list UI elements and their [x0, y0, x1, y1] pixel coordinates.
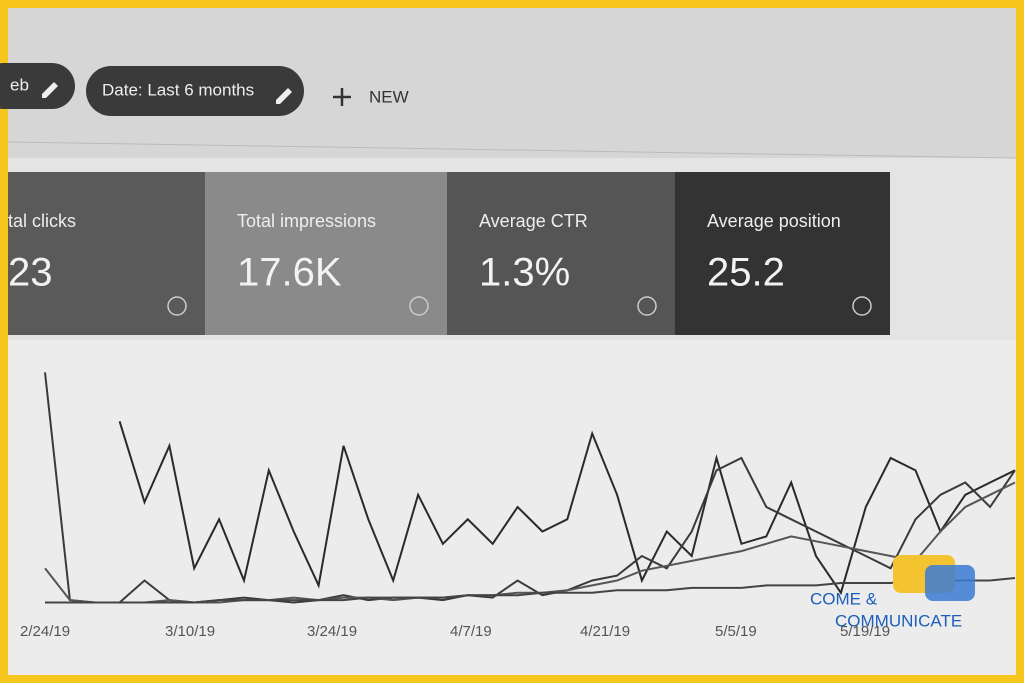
divider — [7, 141, 1017, 159]
edit-icon — [276, 88, 292, 104]
metric-label: tal clicks — [8, 211, 76, 231]
new-button[interactable]: NEW — [333, 87, 409, 106]
x-tick-label: 3/10/19 — [165, 623, 215, 640]
metric-card — [447, 172, 675, 335]
plus-icon — [333, 88, 351, 106]
series-line — [44, 481, 1016, 604]
metric-label: Total impressions — [237, 211, 376, 231]
logo-text: COME & — [810, 589, 878, 608]
logo: COME & COMMUNICATE — [810, 555, 975, 630]
chart-bg — [8, 340, 1016, 675]
x-tick-label: 5/19/19 — [840, 623, 890, 640]
metric-card — [8, 172, 205, 335]
x-tick-label: 4/7/19 — [450, 623, 492, 640]
help-icon — [852, 296, 872, 316]
x-tick-label: 4/21/19 — [580, 623, 630, 640]
series-line — [118, 421, 1016, 596]
help-icon — [409, 296, 429, 316]
chart: 2/24/19 3/10/19 3/24/19 4/7/19 4/21/19 5/5/19… — [20, 372, 1016, 640]
chip-label: eb — [10, 75, 29, 94]
logo-text: COMMUNICATE — [835, 611, 962, 630]
metric-value: 25.2 — [707, 251, 785, 295]
chip[interactable] — [0, 63, 75, 109]
metric-label: Average position — [707, 211, 841, 231]
metric-label: Average CTR — [479, 211, 588, 231]
help-icon — [167, 296, 187, 316]
chip-label: Date: Last 6 months — [102, 80, 254, 99]
series-line — [45, 577, 1016, 604]
metric-card — [205, 172, 447, 335]
metric-cards: tal clicks 23 Total impressions 17.6K Averag… — [8, 172, 890, 335]
new-label: NEW — [369, 87, 409, 106]
metric-value: 23 — [8, 251, 53, 295]
chip[interactable] — [86, 66, 304, 116]
edit-icon — [42, 82, 58, 98]
x-tick-label: 5/5/19 — [715, 623, 757, 640]
logo-bubble — [925, 565, 975, 601]
help-icon — [637, 296, 657, 316]
metric-value: 1.3% — [479, 251, 570, 295]
x-tick-label: 3/24/19 — [307, 623, 357, 640]
metric-card — [675, 172, 890, 335]
metric-value: 17.6K — [237, 251, 342, 295]
x-tick-label: 2/24/19 — [20, 623, 70, 640]
